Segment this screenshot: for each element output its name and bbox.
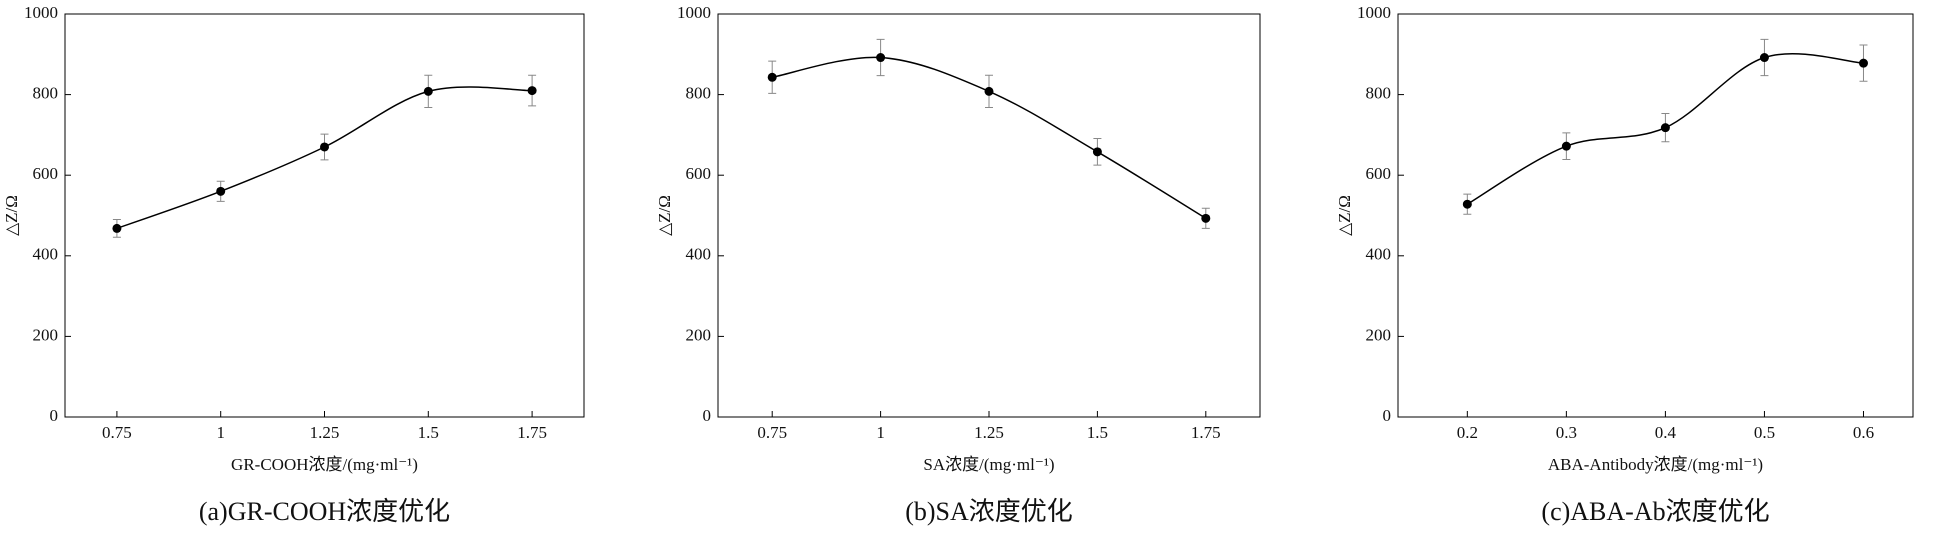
x-tick-label: 1.5: [418, 423, 439, 442]
data-point: [320, 142, 329, 152]
y-tick-label: 0: [50, 406, 59, 425]
y-tick-label: 0: [1383, 406, 1392, 425]
y-tick-label: 800: [686, 84, 712, 103]
y-tick-label: 200: [1366, 325, 1392, 344]
y-tick-label: 400: [1366, 245, 1392, 264]
x-tick-label: 1.25: [310, 423, 340, 442]
y-tick-label: 400: [33, 245, 59, 264]
x-tick-label: 0.3: [1556, 423, 1577, 442]
data-point: [112, 223, 122, 233]
data-point: [1561, 141, 1571, 151]
y-tick-label: 200: [33, 325, 59, 344]
y-tick-label: 800: [33, 84, 59, 103]
plot-frame: [64, 13, 585, 418]
data-point: [876, 53, 886, 63]
data-point: [984, 86, 994, 96]
x-axis-label: GR-COOH浓度/(mg·ml⁻¹): [231, 455, 418, 474]
data-point: [1759, 53, 1769, 63]
x-tick-label: 0.6: [1853, 423, 1874, 442]
y-tick-label: 200: [686, 325, 712, 344]
x-tick-label: 0.5: [1754, 423, 1775, 442]
caption: (a)GR-COOH浓度优化: [199, 497, 450, 526]
y-tick-label: 1000: [677, 3, 711, 22]
y-tick-label: 1000: [1357, 3, 1391, 22]
data-point: [527, 86, 537, 96]
x-tick-label: 1.75: [1191, 423, 1221, 442]
y-tick-label: 1000: [24, 3, 58, 22]
data-point: [1092, 147, 1102, 157]
plot-frame: [1397, 13, 1914, 418]
caption: (c)ABA-Ab浓度优化: [1541, 497, 1769, 526]
x-tick-label: 0.2: [1457, 423, 1478, 442]
data-point: [423, 86, 433, 96]
y-tick-label: 600: [1366, 164, 1392, 183]
data-point: [1462, 199, 1472, 209]
plot-frame: [717, 13, 1261, 418]
x-tick-label: 1: [216, 423, 225, 442]
caption: (b)SA浓度优化: [905, 497, 1073, 526]
x-axis-label: SA浓度/(mg·ml⁻¹): [923, 455, 1054, 474]
x-tick-label: 0.75: [102, 423, 132, 442]
data-point: [1660, 123, 1670, 133]
x-tick-label: 1.75: [517, 423, 547, 442]
y-tick-label: 800: [1366, 84, 1392, 103]
y-tick-label: 600: [686, 164, 712, 183]
x-tick-label: 0.4: [1655, 423, 1677, 442]
x-axis-label: ABA-Antibody浓度/(mg·ml⁻¹): [1548, 455, 1763, 474]
data-point: [1858, 58, 1868, 68]
x-tick-label: 1.5: [1087, 423, 1108, 442]
y-axis-label: △Z/Ω: [2, 195, 21, 236]
data-point: [1201, 213, 1211, 223]
data-point: [767, 72, 777, 82]
y-axis-label: △Z/Ω: [1335, 195, 1354, 236]
y-tick-label: 400: [686, 245, 712, 264]
y-tick-label: 600: [33, 164, 59, 183]
x-tick-label: 1: [876, 423, 885, 442]
y-axis-label: △Z/Ω: [655, 195, 674, 236]
x-tick-label: 1.25: [974, 423, 1004, 442]
data-point: [216, 186, 226, 196]
y-tick-label: 0: [703, 406, 712, 425]
x-tick-label: 0.75: [757, 423, 787, 442]
